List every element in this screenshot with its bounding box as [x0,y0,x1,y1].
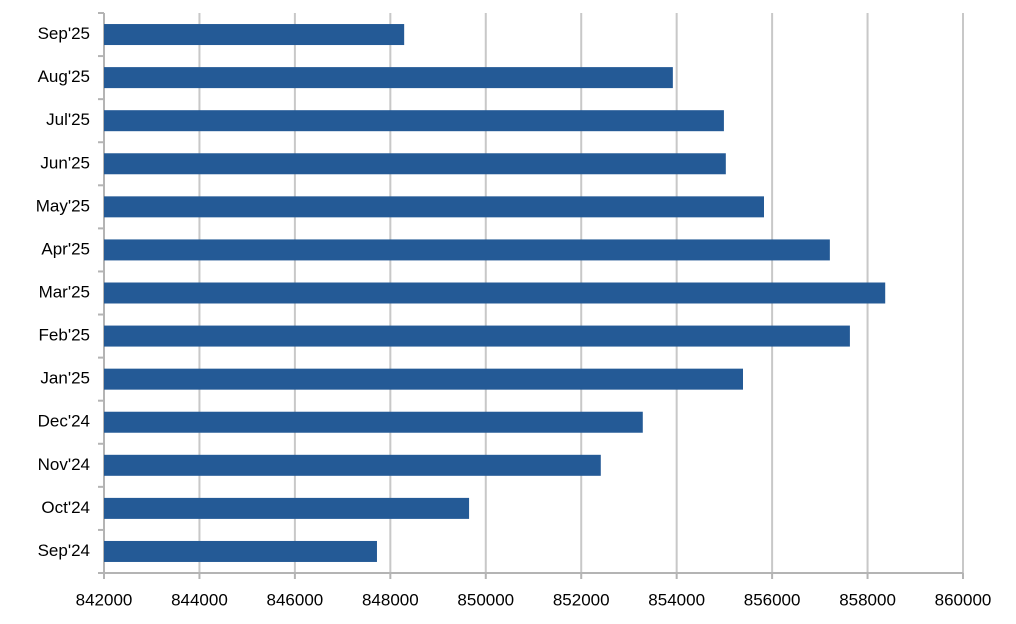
y-tick-label: Nov'24 [38,455,90,474]
y-tick-label: Jun'25 [40,153,90,172]
bar [104,67,673,89]
bar [104,540,377,562]
y-tick-label: Jul'25 [46,110,90,129]
y-tick-label: Jan'25 [40,369,90,388]
y-tick-label: Sep'24 [38,541,90,560]
x-tick-label: 852000 [553,590,610,609]
x-tick-label: 844000 [171,590,228,609]
y-tick-label: Feb'25 [39,326,90,345]
bar [104,368,744,390]
y-tick-label: Dec'24 [38,412,90,431]
bar [104,325,850,347]
bar [104,153,726,175]
x-tick-label: 846000 [267,590,324,609]
bar [104,411,643,433]
bar [104,497,470,519]
x-tick-label: 848000 [362,590,419,609]
x-tick-label: 854000 [648,590,705,609]
y-tick-label: Sep'25 [38,24,90,43]
bar [104,24,405,46]
y-tick-label: Oct'24 [41,498,90,517]
x-tick-label: 842000 [76,590,133,609]
bar [104,282,886,304]
x-tick-label: 856000 [744,590,801,609]
bar [104,110,724,132]
bar [104,239,830,261]
x-tick-label: 850000 [457,590,514,609]
y-tick-label: May'25 [36,196,90,215]
x-tick-label: 860000 [935,590,992,609]
bar [104,196,764,218]
y-tick-label: Apr'25 [41,239,90,258]
x-tick-label: 858000 [839,590,896,609]
y-tick-label: Aug'25 [38,67,90,86]
bar [104,454,601,476]
y-tick-label: Mar'25 [39,282,90,301]
